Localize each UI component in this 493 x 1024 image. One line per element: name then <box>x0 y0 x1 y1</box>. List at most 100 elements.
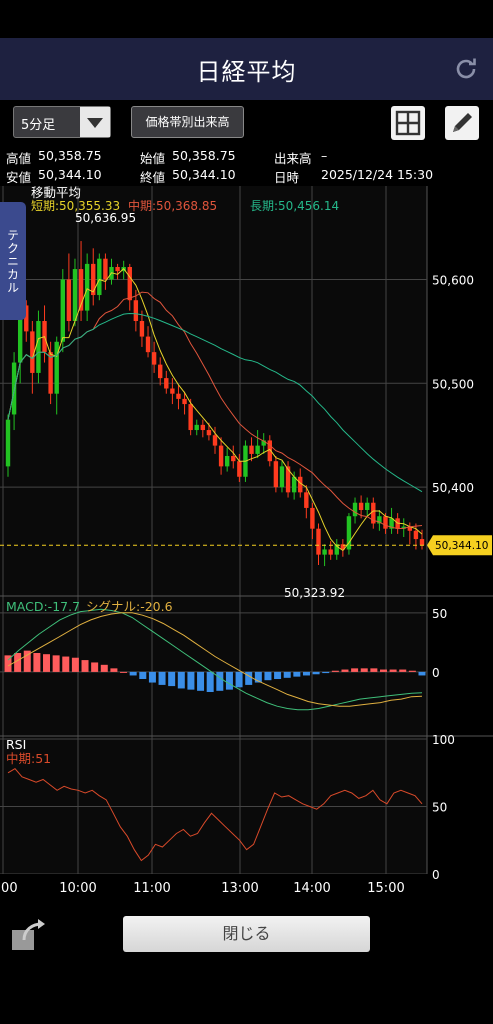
macd-histogram-bar <box>23 650 31 672</box>
high-value: 50,358.75 <box>38 148 102 163</box>
candle-body <box>298 476 303 493</box>
macd-histogram-bar <box>322 671 330 674</box>
datetime-label: 日時 <box>274 170 300 185</box>
macd-histogram-bar <box>379 669 387 672</box>
x-tick-label: 9:00 <box>0 881 18 896</box>
price-chart[interactable]: 9:00 10:00 11:00 13:00 14:00 15:00 50,600 50,5… <box>0 186 493 906</box>
candle-body <box>310 507 315 529</box>
x-tick-label: 15:00 <box>367 881 404 896</box>
candle-body <box>158 364 163 379</box>
macd-histogram-bar <box>351 668 359 672</box>
technical-tab-label: テクニカル <box>5 228 20 294</box>
back-icon[interactable] <box>10 918 48 952</box>
candle-body <box>334 544 339 555</box>
macd-histogram-bar <box>100 664 108 672</box>
macd-histogram-bar <box>120 671 128 673</box>
macd-histogram-bar <box>264 671 272 681</box>
macd-histogram-bar <box>139 671 147 679</box>
macd-histogram-bar <box>168 671 176 687</box>
ma-legend-mid: 中期:50,368.85 <box>128 198 217 213</box>
candle-body <box>328 549 333 555</box>
low-label: 安値 <box>6 170 32 185</box>
candle-body <box>261 440 266 446</box>
candle-body <box>413 530 419 540</box>
candle-body <box>267 440 272 462</box>
candle-body <box>164 378 169 389</box>
candlestick-panel <box>0 241 427 567</box>
macd-histogram-bar <box>408 670 416 672</box>
x-axis-background <box>0 874 493 906</box>
candle-body <box>139 321 145 337</box>
rsi-y-tick-label: 0 <box>432 868 440 882</box>
candle-body <box>224 456 230 467</box>
macd-y-tick-label: 0 <box>432 666 440 680</box>
macd-histogram-bar <box>177 671 185 689</box>
candle-body <box>273 461 279 488</box>
candle-body <box>84 263 90 311</box>
x-tick-label: 13:00 <box>221 881 258 896</box>
signal-legend: シグナル:-20.6 <box>86 599 173 614</box>
candle-body <box>145 336 151 353</box>
macd-line <box>7 608 423 711</box>
candle-body <box>103 258 108 280</box>
candle-body <box>255 445 260 454</box>
close-button[interactable]: 閉じる <box>123 916 370 952</box>
candle-body <box>54 341 59 394</box>
layout-grid-button[interactable] <box>391 106 425 140</box>
candle-body <box>36 321 41 373</box>
volume-value: – <box>321 148 328 163</box>
macd-histogram-bar <box>418 671 426 676</box>
grid-icon <box>395 110 421 136</box>
y-tick-label: 50,400 <box>432 481 474 495</box>
macd-histogram-bar <box>360 668 368 672</box>
rsi-y-tick-label: 50 <box>432 801 447 815</box>
macd-histogram-bar <box>187 671 195 690</box>
interval-select[interactable]: 5分足 <box>13 106 111 138</box>
open-label: 始値 <box>140 151 166 166</box>
candle-body <box>97 258 102 296</box>
macd-histogram-bar <box>81 660 89 672</box>
candle-body <box>237 461 242 477</box>
datetime-value: 2025/12/24 15:30 <box>321 167 434 182</box>
macd-histogram-bar <box>33 653 41 672</box>
volume-by-price-button[interactable]: 価格帯別出来高 <box>131 106 244 138</box>
candle-body <box>133 300 139 321</box>
draw-button[interactable] <box>445 106 479 140</box>
macd-histogram-bar <box>254 671 262 683</box>
macd-y-tick-label: 50 <box>432 607 447 621</box>
refresh-icon[interactable] <box>453 56 479 82</box>
candle-body <box>389 518 394 529</box>
chart-toolbar: 5分足 価格帯別出来高 <box>0 100 493 144</box>
candle-body <box>352 502 358 517</box>
candle-body <box>383 516 388 529</box>
candle-body <box>346 516 352 550</box>
high-annotation: 50,636.95 <box>75 211 136 225</box>
close-label: 終値 <box>140 170 166 185</box>
macd-histogram-bar <box>148 671 156 683</box>
candle-body <box>176 393 181 399</box>
macd-histogram-bar <box>129 671 137 676</box>
candle-body <box>66 279 72 321</box>
quote-info: 高値 50,358.75 始値 50,358.75 出来高 – 安値 50,34… <box>0 146 493 186</box>
macd-histogram-bar <box>370 668 378 672</box>
technical-side-tab[interactable]: テクニカル <box>0 202 26 320</box>
current-price-label: 50,344.10 <box>435 540 488 552</box>
macd-histogram-bar <box>389 669 397 672</box>
candle-body <box>194 424 199 431</box>
candle-body <box>30 331 35 373</box>
candle-body <box>279 466 285 488</box>
macd-histogram-bar <box>43 654 51 672</box>
macd-histogram-bar <box>283 671 291 678</box>
long-ma-line <box>7 312 423 493</box>
candle-body <box>358 502 364 510</box>
macd-histogram-bar <box>293 671 301 677</box>
macd-histogram-bar <box>62 656 70 672</box>
macd-histogram-bar <box>110 668 118 672</box>
pencil-icon <box>453 113 472 132</box>
candle-body <box>72 269 78 321</box>
low-annotation: 50,323.92 <box>284 586 345 600</box>
macd-histogram-bar <box>225 671 233 690</box>
open-value: 50,358.75 <box>172 148 236 163</box>
ma-legend-long: 長期:50,456.14 <box>250 199 339 213</box>
ma-legend-title: 移動平均 <box>31 186 81 200</box>
